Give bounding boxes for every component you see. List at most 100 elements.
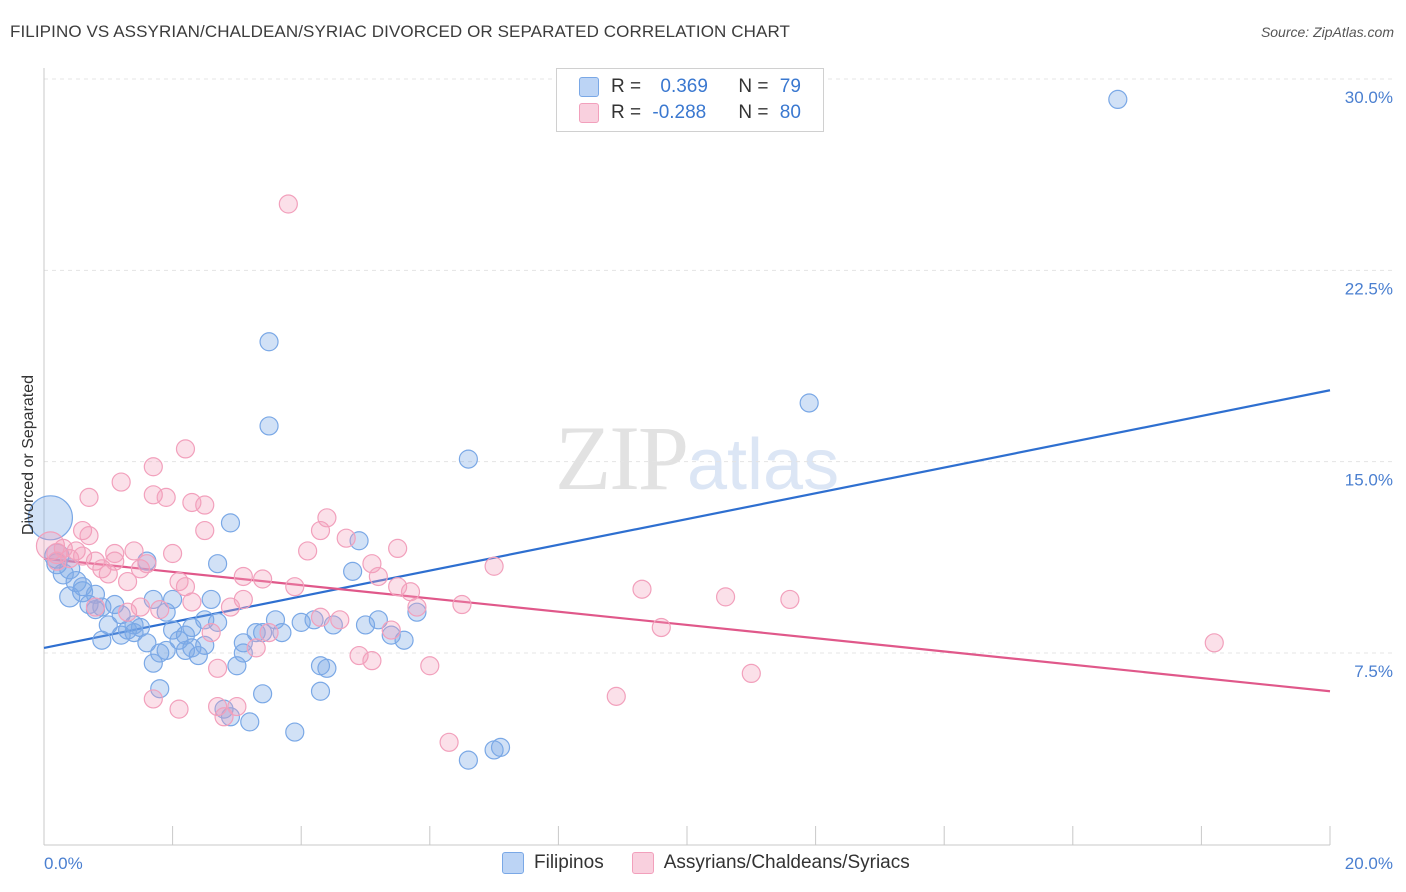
point-filipinos xyxy=(394,630,414,650)
point-assyrians xyxy=(407,597,427,617)
point-assyrians xyxy=(233,566,253,587)
point-assyrians xyxy=(163,543,183,564)
point-filipinos xyxy=(150,679,170,699)
data-points xyxy=(27,89,1224,770)
point-assyrians xyxy=(484,556,504,576)
point-assyrians xyxy=(124,541,144,561)
point-assyrians xyxy=(606,686,626,706)
point-assyrians xyxy=(169,571,189,592)
legend-swatch-pink xyxy=(579,103,599,123)
legend-row-filipinos: R = 0.369 N = 79 xyxy=(579,76,801,98)
point-assyrians xyxy=(72,546,93,566)
point-filipinos xyxy=(220,707,241,727)
point-assyrians xyxy=(208,696,228,717)
point-assyrians xyxy=(780,589,800,610)
point-assyrians xyxy=(143,689,163,709)
point-assyrians xyxy=(715,587,736,607)
point-filipinos xyxy=(253,684,273,704)
point-filipinos xyxy=(368,610,388,630)
point-assyrians xyxy=(259,622,279,643)
point-filipinos xyxy=(208,612,228,632)
point-assyrians xyxy=(117,602,138,622)
point-assyrians xyxy=(111,472,131,492)
x-tick-label: 20.0% xyxy=(1345,854,1393,873)
point-assyrians xyxy=(201,622,221,643)
watermark: ZIPatlas xyxy=(555,405,839,511)
point-filipinos xyxy=(407,602,427,622)
point-assyrians xyxy=(246,638,266,658)
source-credit: Source: ZipAtlas.com xyxy=(1260,24,1394,40)
point-assyrians xyxy=(195,520,215,541)
point-assyrians xyxy=(156,487,176,507)
point-assyrians xyxy=(285,577,305,597)
point-assyrians xyxy=(310,607,331,627)
point-filipinos xyxy=(233,643,253,663)
point-filipinos xyxy=(240,712,260,732)
point-filipinos xyxy=(137,633,157,653)
point-filipinos xyxy=(233,633,253,653)
point-filipinos xyxy=(285,722,305,742)
point-assyrians xyxy=(169,699,189,719)
axis-labels: 7.5% 15.0% 22.5% 30.0% 0.0% 20.0% Divorced or … xyxy=(20,88,1393,873)
point-filipinos xyxy=(163,620,183,640)
point-assyrians xyxy=(137,554,157,574)
point-filipinos xyxy=(124,622,144,643)
chart-title: FILIPINO VS ASSYRIAN/CHALDEAN/SYRIAC DIV… xyxy=(10,22,790,41)
point-filipinos xyxy=(59,558,81,580)
point-assyrians xyxy=(388,538,408,559)
point-assyrians xyxy=(439,732,459,752)
point-assyrians xyxy=(105,543,125,564)
point-filipinos xyxy=(458,449,478,469)
point-filipinos xyxy=(458,750,478,770)
point-filipinos xyxy=(259,332,279,352)
point-assyrians xyxy=(85,597,106,617)
point-assyrians xyxy=(632,579,652,599)
correlation-legend: R = 0.369 N = 79 R = -0.288 N = 80 xyxy=(556,68,824,132)
watermark-atlas: atlas xyxy=(687,425,840,505)
point-assyrians xyxy=(195,495,215,515)
point-assyrians xyxy=(227,696,247,717)
point-assyrians xyxy=(452,594,472,615)
point-filipinos xyxy=(310,681,331,701)
point-assyrians xyxy=(175,439,196,459)
point-assyrians xyxy=(143,457,163,477)
trend-lines xyxy=(43,389,1331,693)
point-filipinos xyxy=(220,513,241,533)
point-filipinos xyxy=(381,625,401,645)
point-assyrians xyxy=(278,194,298,214)
legend-label-filipinos: Filipinos xyxy=(534,852,604,873)
point-assyrians xyxy=(388,577,408,597)
point-assyrians xyxy=(362,651,382,671)
y-tick-label: 22.5% xyxy=(1345,279,1393,298)
point-assyrians xyxy=(150,600,170,620)
y-axis-label: Divorced or Separated xyxy=(20,375,37,535)
point-filipinos xyxy=(355,615,376,635)
point-assyrians xyxy=(317,508,337,528)
legend-item-filipinos: Filipinos xyxy=(502,852,604,874)
point-assyrians xyxy=(79,487,99,507)
point-filipinos xyxy=(201,589,221,610)
point-assyrians xyxy=(130,597,151,617)
point-filipinos xyxy=(98,615,118,635)
point-assyrians xyxy=(72,520,93,541)
legend-r-value: -0.288 xyxy=(652,102,707,123)
point-assyrians xyxy=(420,656,440,676)
legend-label-assyrians: Assyrians/Chaldeans/Syriacs xyxy=(663,852,910,873)
point-assyrians xyxy=(349,645,369,666)
grid-lines xyxy=(44,78,1395,654)
point-assyrians xyxy=(117,571,138,592)
point-assyrians xyxy=(368,566,388,587)
y-tick-label: 7.5% xyxy=(1354,662,1393,681)
point-filipinos xyxy=(71,581,94,603)
point-filipinos xyxy=(208,554,228,574)
legend-row-assyrians: R = -0.288 N = 80 xyxy=(579,102,801,124)
point-assyrians xyxy=(381,620,401,640)
point-assyrians xyxy=(741,663,761,684)
trend-line-filipinos xyxy=(43,389,1331,649)
point-filipinos xyxy=(65,570,87,593)
legend-n-label: N = xyxy=(738,102,774,123)
point-assyrians xyxy=(85,551,106,571)
point-filipinos xyxy=(490,737,511,757)
point-assyrians xyxy=(182,592,202,612)
